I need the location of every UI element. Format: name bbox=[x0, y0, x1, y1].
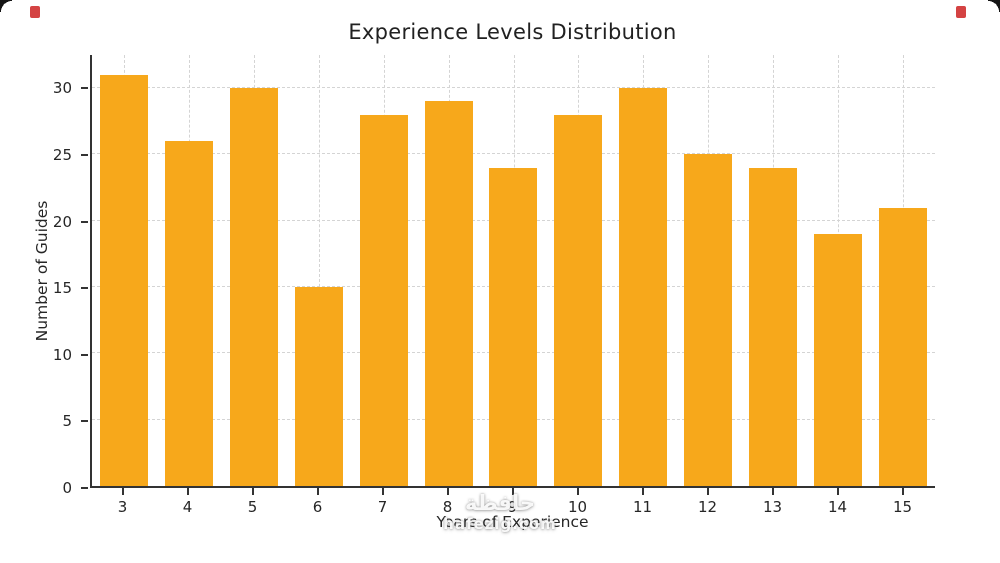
bar-slot bbox=[546, 55, 611, 486]
x-tick-label: 10 bbox=[567, 498, 588, 516]
x-tick-labels: 3 4 5 6 7 8 9 10 11 12 13 14 15 bbox=[90, 488, 935, 518]
corner-mark-left bbox=[30, 6, 40, 18]
y-tick-label: 30 bbox=[52, 79, 72, 98]
x-tick-cell: 12 bbox=[675, 488, 740, 518]
y-tick-mark bbox=[81, 420, 88, 423]
bar-5 bbox=[230, 88, 279, 486]
y-tick-label: 15 bbox=[52, 279, 72, 298]
chart-title: Experience Levels Distribution bbox=[348, 20, 677, 44]
x-tick-cell: 5 bbox=[220, 488, 285, 518]
y-tick-mark bbox=[81, 220, 88, 223]
y-tick-mark bbox=[81, 87, 88, 90]
y-tick-mark bbox=[81, 353, 88, 356]
x-tick-mark bbox=[901, 488, 904, 495]
y-tick-label: 25 bbox=[52, 145, 72, 164]
x-tick-cell: 4 bbox=[155, 488, 220, 518]
plot-area bbox=[90, 55, 935, 488]
bar-slot bbox=[611, 55, 676, 486]
x-tick-mark bbox=[121, 488, 124, 495]
y-tick-mark bbox=[81, 487, 88, 489]
bar-slot bbox=[92, 55, 157, 486]
x-tick-cell: 15 bbox=[870, 488, 935, 518]
bar-slot bbox=[222, 55, 287, 486]
y-tick-label: 20 bbox=[52, 212, 72, 231]
corner-artifact-right bbox=[988, 0, 1000, 12]
bar-13 bbox=[748, 167, 797, 486]
x-tick-cell: 7 bbox=[350, 488, 415, 518]
x-tick-label: 12 bbox=[697, 498, 718, 516]
y-tick-label: 0 bbox=[62, 479, 72, 497]
x-tick-mark bbox=[641, 488, 644, 495]
x-tick-label: 11 bbox=[632, 498, 653, 516]
bar-slot bbox=[805, 55, 870, 486]
bar-slot bbox=[870, 55, 935, 486]
x-tick-mark bbox=[446, 488, 449, 495]
bar-14 bbox=[813, 234, 862, 486]
x-tick-label: 4 bbox=[182, 498, 193, 516]
x-tick-label: 9 bbox=[507, 498, 518, 516]
x-tick-label: 13 bbox=[762, 498, 783, 516]
corner-artifact-left bbox=[0, 0, 12, 12]
bar-6 bbox=[294, 287, 343, 486]
x-tick-cell: 14 bbox=[805, 488, 870, 518]
x-tick-label: 6 bbox=[312, 498, 323, 516]
bar-4 bbox=[165, 141, 214, 486]
y-tick-label: 10 bbox=[52, 345, 72, 364]
bar-8 bbox=[424, 101, 473, 486]
bar-7 bbox=[359, 114, 408, 486]
x-tick-label: 7 bbox=[377, 498, 388, 516]
x-tick-label: 14 bbox=[827, 498, 848, 516]
x-tick-cell: 11 bbox=[610, 488, 675, 518]
x-tick-mark bbox=[836, 488, 839, 495]
x-tick-mark bbox=[576, 488, 579, 495]
bar-slot bbox=[287, 55, 352, 486]
x-tick-cell: 13 bbox=[740, 488, 805, 518]
bar-15 bbox=[878, 207, 927, 486]
bar-11 bbox=[619, 88, 668, 486]
bar-9 bbox=[489, 167, 538, 486]
bar-12 bbox=[684, 154, 732, 486]
y-tick-labels: 0 5 10 15 20 25 30 bbox=[0, 55, 88, 497]
x-tick-label: 5 bbox=[247, 498, 258, 516]
x-tick-cell: 8 bbox=[415, 488, 480, 518]
corner-mark-right bbox=[956, 6, 966, 18]
x-tick-mark bbox=[706, 488, 709, 495]
bar-slot bbox=[157, 55, 222, 486]
bar-slot bbox=[351, 55, 416, 486]
x-tick-cell: 3 bbox=[90, 488, 155, 518]
bar-3 bbox=[100, 74, 149, 486]
bar-slot bbox=[416, 55, 481, 486]
x-tick-cell: 9 bbox=[480, 488, 545, 518]
bars-layer bbox=[92, 55, 935, 486]
x-tick-mark bbox=[381, 488, 384, 495]
x-axis-label: Years of Experience bbox=[436, 513, 589, 531]
x-tick-mark bbox=[186, 488, 189, 495]
x-tick-mark bbox=[771, 488, 774, 495]
y-tick-mark bbox=[81, 287, 88, 290]
y-tick-mark bbox=[81, 153, 88, 156]
x-tick-cell: 6 bbox=[285, 488, 350, 518]
y-tick-label: 5 bbox=[62, 412, 72, 431]
bar-slot bbox=[740, 55, 805, 486]
x-tick-label: 15 bbox=[892, 498, 913, 516]
x-tick-mark bbox=[251, 488, 254, 495]
x-tick-label: 3 bbox=[117, 498, 128, 516]
bar-slot bbox=[676, 55, 741, 486]
x-tick-cell: 10 bbox=[545, 488, 610, 518]
bar-slot bbox=[481, 55, 546, 486]
v-gridline bbox=[318, 55, 320, 486]
x-tick-label: 8 bbox=[442, 498, 453, 516]
bar-10 bbox=[554, 114, 603, 486]
x-tick-mark bbox=[316, 488, 319, 495]
x-tick-mark bbox=[511, 488, 514, 495]
